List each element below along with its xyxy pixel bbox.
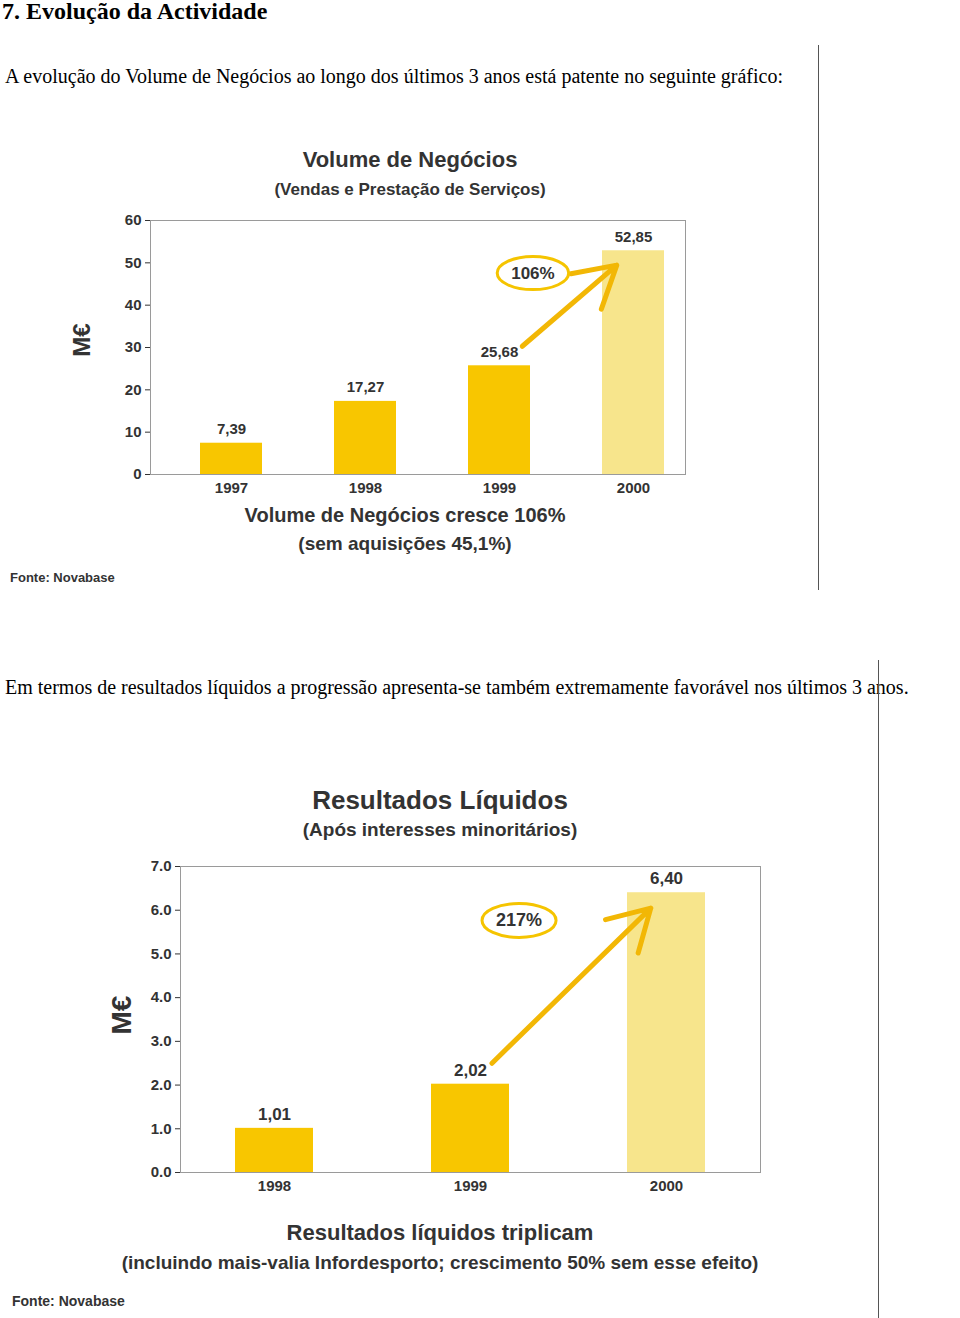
svg-text:7.0: 7.0 [151,857,172,874]
html-text:Resultados líquidos triplicam: Resultados líquidos triplicam [286,1220,594,1245]
html-text:(Após interesses minoritários): (Após interesses minoritários) [302,819,578,840]
svg-text:0.0: 0.0 [151,1163,172,1180]
svg-text:1999: 1999 [483,479,516,496]
svg-text:2,02: 2,02 [454,1061,487,1080]
svg-text:52,85: 52,85 [615,228,653,245]
svg-text:0: 0 [133,465,141,482]
svg-text:6,40: 6,40 [650,869,683,888]
html-text:Em termos de resultados líquid: Em termos de resultados líquidos a progr… [5,676,909,698]
svg-text:17,27: 17,27 [347,378,385,395]
svg-text:2000: 2000 [617,479,650,496]
svg-text:106%: 106% [511,264,554,283]
svg-text:50: 50 [125,254,142,271]
svg-text:1998: 1998 [349,479,382,496]
html-text:M€: M€ [68,323,95,357]
html-text:Volume de Negócios cresce 106%: Volume de Negócios cresce 106% [244,504,566,526]
svg-text:1999: 1999 [454,1177,487,1194]
svg-text:6.0: 6.0 [151,901,172,918]
html-text:M€: M€ [106,995,137,1035]
svg-text:217%: 217% [496,910,542,930]
svg-text:40: 40 [125,296,142,313]
svg-text:10: 10 [125,423,142,440]
svg-text:1,01: 1,01 [258,1105,291,1124]
svg-text:5.0: 5.0 [151,945,172,962]
svg-text:3.0: 3.0 [151,1032,172,1049]
svg-text:20: 20 [125,381,142,398]
html-text:Fonte: Novabase: Fonte: Novabase [12,1293,125,1309]
html-text:Resultados Líquidos: Resultados Líquidos [312,785,568,815]
svg-text:4.0: 4.0 [151,988,172,1005]
html-text:(sem aquisições 45,1%): (sem aquisições 45,1%) [298,533,512,554]
svg-text:1998: 1998 [258,1177,291,1194]
svg-text:1997: 1997 [215,479,248,496]
svg-text:2.0: 2.0 [151,1076,172,1093]
svg-text:1.0: 1.0 [151,1120,172,1137]
svg-text:30: 30 [125,338,142,355]
svg-text:25,68: 25,68 [481,343,519,360]
svg-text:7,39: 7,39 [217,420,246,437]
html-text:(incluindo mais-valia Infordes: (incluindo mais-valia Infordesporto; cre… [121,1252,759,1273]
html-text:Fonte: Novabase: Fonte: Novabase [10,570,115,585]
html-text:(Vendas e Prestação de Serviço: (Vendas e Prestação de Serviços) [274,180,546,199]
html-text:A evolução do Volume de Negóci: A evolução do Volume de Negócios ao long… [5,65,783,87]
svg-text:2000: 2000 [650,1177,683,1194]
svg-text:60: 60 [125,211,142,228]
html-text:Volume de Negócios: Volume de Negócios [302,147,518,172]
